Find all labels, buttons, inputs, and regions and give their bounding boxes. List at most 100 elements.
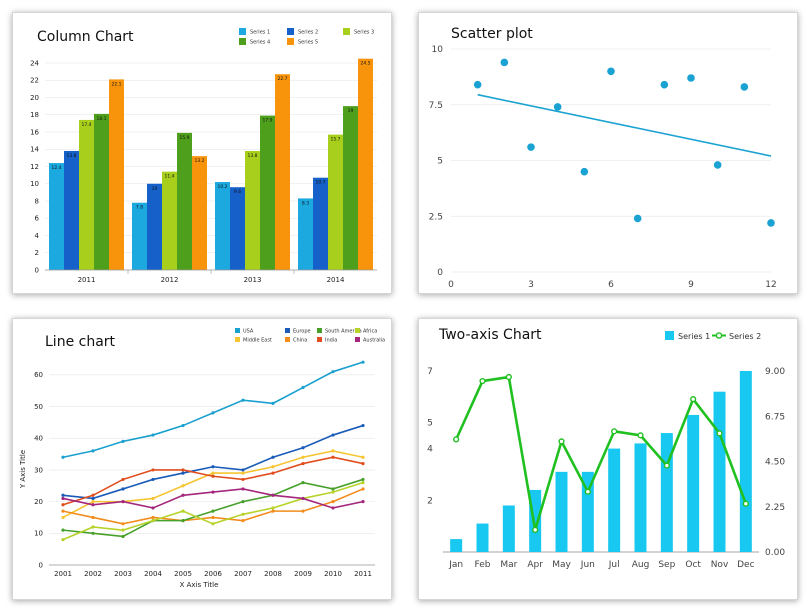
series-point bbox=[121, 439, 125, 443]
scatter-plot: Scatter plot 0 2.5 5 7.5 10 0 3 6 9 12 bbox=[429, 26, 777, 290]
series-point bbox=[151, 468, 155, 472]
x-tick-label: Sep bbox=[658, 560, 675, 570]
legend-label: Series 5 bbox=[298, 40, 318, 46]
series-point bbox=[211, 509, 215, 513]
series-point bbox=[301, 446, 305, 450]
series-point bbox=[331, 449, 335, 453]
x-tick-label: 2011 bbox=[78, 276, 96, 284]
series-point bbox=[611, 428, 618, 435]
series-point bbox=[331, 490, 335, 494]
bar bbox=[555, 471, 568, 552]
x-tick-label: Mar bbox=[500, 560, 517, 570]
scatter-point bbox=[580, 167, 589, 176]
series-point bbox=[91, 515, 95, 520]
y-tick-label: 7 bbox=[427, 367, 433, 377]
y-tick-label: 10 bbox=[432, 45, 444, 55]
series-point bbox=[211, 471, 215, 475]
x-tick-label: 2001 bbox=[54, 570, 72, 578]
bar bbox=[502, 505, 515, 552]
y-tick-label: 50 bbox=[34, 403, 43, 411]
bar bbox=[147, 183, 162, 270]
series-point bbox=[91, 493, 95, 497]
bar bbox=[739, 371, 752, 552]
series-point bbox=[241, 468, 245, 472]
y-tick-label: 5 bbox=[437, 157, 443, 167]
series-point bbox=[271, 455, 275, 459]
two-axis-chart: Two-axis Chart 2 4 5 7 0.00 2.25 4.50 6.75 9.00 J… bbox=[427, 327, 785, 570]
bar bbox=[162, 171, 177, 270]
series-point bbox=[181, 509, 185, 513]
bar bbox=[634, 443, 647, 552]
x-tick-label: 2011 bbox=[354, 570, 372, 578]
column-chart: Column Chart 12.4 13.8 17.4 18.1 22.1 7.8 10 11… bbox=[30, 28, 377, 284]
x-tick-label: 2002 bbox=[84, 570, 102, 578]
series-point bbox=[716, 430, 723, 437]
scatter-plot-panel: Scatter plot 0 2.5 5 7.5 10 0 3 6 9 12 bbox=[418, 12, 798, 294]
x-tick-label: 0 bbox=[448, 280, 454, 290]
scatter-point bbox=[740, 83, 749, 91]
data-label: 13.8 bbox=[66, 153, 76, 159]
scatter-point bbox=[687, 74, 695, 82]
data-label: 10 bbox=[152, 186, 158, 192]
series-point bbox=[91, 449, 95, 453]
series-point bbox=[361, 500, 365, 504]
series-point bbox=[301, 509, 305, 513]
x-tick-label: 2003 bbox=[114, 570, 132, 578]
series-point bbox=[211, 490, 215, 494]
series-point bbox=[301, 455, 305, 459]
series-point bbox=[331, 370, 335, 374]
data-label: 19 bbox=[348, 108, 354, 114]
column-chart-title: Column Chart bbox=[37, 29, 134, 45]
series-point bbox=[361, 477, 365, 482]
y2-tick-label: 0.00 bbox=[765, 548, 785, 558]
bar bbox=[109, 79, 124, 270]
x-tick-label: 2012 bbox=[161, 276, 179, 284]
y-tick-label: 24 bbox=[30, 59, 39, 67]
y-tick-label: 22 bbox=[30, 77, 39, 85]
y-tick-label: 6 bbox=[35, 215, 40, 223]
series-point bbox=[301, 481, 305, 485]
series-point bbox=[361, 481, 365, 485]
legend-label: Europe bbox=[293, 329, 311, 335]
series-point bbox=[637, 432, 644, 439]
legend-swatch bbox=[317, 328, 322, 333]
series-point bbox=[241, 500, 245, 504]
series-point bbox=[61, 515, 65, 520]
y-tick-label: 2.5 bbox=[429, 212, 443, 222]
series-point bbox=[331, 500, 335, 504]
legend-label: USA bbox=[243, 329, 254, 335]
bar bbox=[660, 433, 673, 552]
data-label: 7.8 bbox=[136, 205, 143, 211]
x-tick-label: Jun bbox=[580, 560, 595, 570]
data-label: 13.8 bbox=[247, 153, 257, 159]
x-tick-label: 6 bbox=[608, 280, 614, 290]
y-tick-label: 4 bbox=[35, 232, 40, 240]
series-point bbox=[211, 411, 215, 415]
data-label: 12.4 bbox=[51, 165, 61, 171]
series-point bbox=[61, 528, 65, 532]
series-point bbox=[479, 377, 486, 385]
series-point bbox=[331, 487, 335, 491]
y2-tick-label: 4.50 bbox=[765, 458, 785, 468]
x-tick-label: 12 bbox=[765, 280, 776, 290]
legend-swatch bbox=[235, 337, 240, 342]
scatter-point bbox=[473, 80, 482, 89]
bar bbox=[64, 150, 79, 270]
legend-swatch bbox=[285, 337, 290, 342]
bar bbox=[608, 448, 621, 552]
series-point bbox=[181, 423, 185, 428]
series-point bbox=[663, 462, 670, 469]
series-point bbox=[211, 522, 215, 526]
series-point bbox=[301, 461, 305, 466]
x-tick-label: 2008 bbox=[264, 570, 282, 578]
two-axis-chart-title: Two-axis Chart bbox=[438, 327, 542, 343]
x-tick-label: Jan bbox=[448, 560, 463, 570]
legend-swatch bbox=[239, 38, 246, 45]
x-tick-label: 3 bbox=[528, 280, 534, 290]
series-point bbox=[61, 493, 65, 497]
legend-label: Series 3 bbox=[354, 30, 374, 36]
series-point bbox=[241, 487, 245, 491]
y-tick-label: 18 bbox=[30, 111, 39, 119]
legend-label: Series 1 bbox=[678, 332, 710, 341]
line-chart: Line chart 0 10 20 30 40 50 60 2001 2002 2003 2004… bbox=[19, 328, 385, 589]
